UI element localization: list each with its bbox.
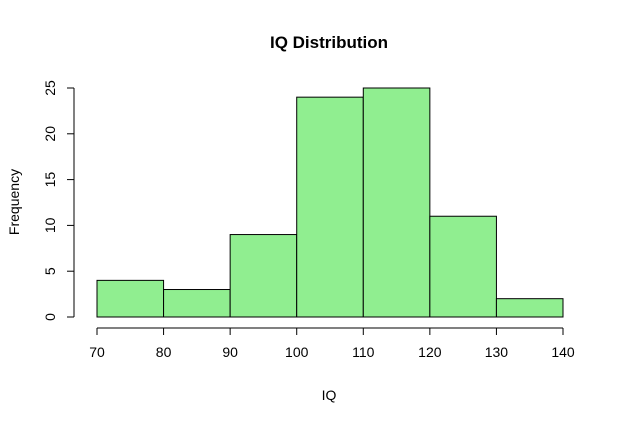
y-axis-label: Frequency: [6, 169, 22, 235]
y-tick-label: 0: [42, 313, 58, 321]
histogram-bar: [362, 87, 431, 318]
x-axis: 70 80 90 100 110 120 130 140: [89, 327, 575, 360]
x-tick-label: 100: [285, 344, 309, 360]
histogram-bar: [296, 96, 364, 318]
y-tick-label: 10: [42, 217, 58, 233]
y-tick-label: 5: [42, 267, 58, 275]
histogram-bar: [163, 289, 231, 318]
y-tick-label: 20: [42, 126, 58, 142]
histogram-bar: [96, 279, 165, 318]
x-tick-label: 90: [222, 344, 238, 360]
x-tick-label: 140: [551, 344, 575, 360]
x-tick-label: 70: [89, 344, 105, 360]
x-axis-label: IQ: [322, 387, 337, 403]
histogram-bar: [495, 298, 564, 318]
y-axis: 0 5 10 15 20 25: [42, 80, 75, 321]
y-tick-label: 15: [42, 172, 58, 188]
y-tick-label: 25: [42, 80, 58, 96]
x-tick-label: 80: [156, 344, 172, 360]
x-tick-label: 120: [418, 344, 442, 360]
histogram-bar: [229, 234, 298, 318]
histogram-bar: [429, 215, 497, 318]
x-tick-label: 110: [352, 344, 375, 360]
bars-group: [96, 87, 564, 318]
x-tick-label: 130: [485, 344, 509, 360]
chart-title: IQ Distribution: [270, 33, 388, 52]
